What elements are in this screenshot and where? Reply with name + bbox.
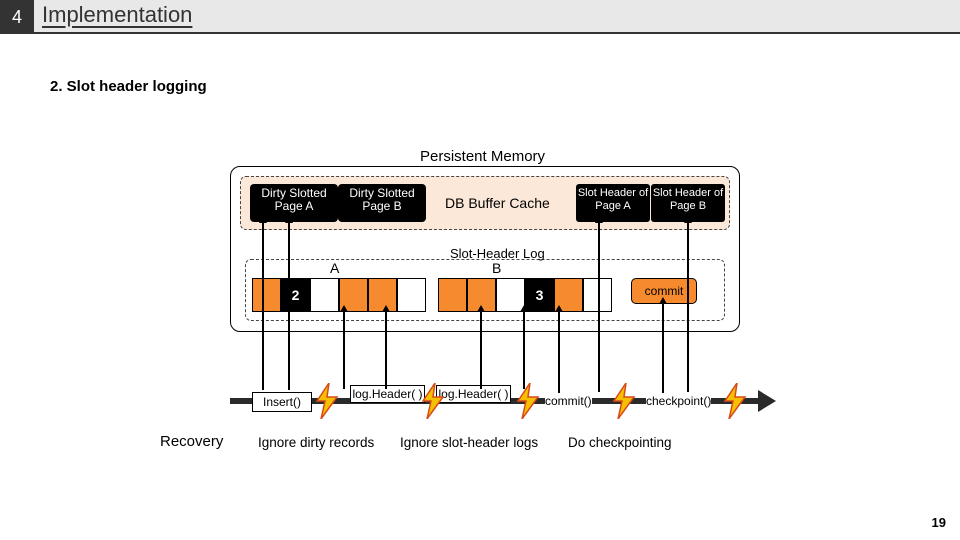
timeline-arrowhead — [758, 390, 776, 412]
recovery-text-2: Ignore slot-header logs — [400, 435, 538, 450]
arrow — [262, 222, 264, 390]
log-slot — [438, 278, 467, 312]
lightning-icon — [723, 383, 747, 419]
arrow — [480, 311, 482, 389]
log-slot — [310, 278, 339, 312]
arrow — [598, 222, 600, 392]
lightning-icon — [421, 383, 445, 419]
log-slot: 2 — [281, 278, 310, 312]
log-slot — [252, 278, 281, 312]
op-logheader-2: log.Header( ) — [436, 385, 511, 403]
op-insert: Insert() — [252, 392, 312, 412]
lightning-icon — [612, 383, 636, 419]
arrow — [687, 222, 689, 392]
log-b-label: B — [492, 260, 501, 276]
section-title: Implementation — [42, 2, 192, 28]
log-label: Slot-Header Log — [450, 246, 545, 261]
pm-label: Persistent Memory — [420, 148, 545, 165]
log-slot — [397, 278, 426, 312]
arrow — [662, 303, 664, 393]
page-number: 19 — [932, 515, 946, 530]
arrow — [288, 222, 290, 390]
recovery-text-1: Ignore dirty records — [258, 435, 374, 450]
arrow — [523, 311, 525, 389]
op-logheader-1: log.Header( ) — [350, 385, 425, 403]
recovery-text-3: Do checkpointing — [568, 435, 672, 450]
arrow — [558, 311, 560, 393]
lightning-icon — [315, 383, 339, 419]
log-a-label: A — [330, 260, 339, 276]
log-slot: 3 — [525, 278, 554, 312]
op-commit: commit() — [545, 394, 592, 408]
dirty-page-b: Dirty Slotted Page B — [338, 184, 426, 222]
arrow — [385, 311, 387, 389]
recovery-label: Recovery — [160, 433, 223, 450]
header-bar: 4 Implementation — [0, 0, 960, 34]
op-checkpoint: checkpoint() — [646, 394, 711, 408]
section-number: 4 — [0, 0, 34, 34]
arrow — [343, 311, 345, 389]
subtitle: 2. Slot header logging — [50, 78, 207, 95]
buffer-label: DB Buffer Cache — [445, 195, 550, 211]
slot-header-a: Slot Header of Page A — [576, 184, 650, 222]
lightning-icon — [516, 383, 540, 419]
